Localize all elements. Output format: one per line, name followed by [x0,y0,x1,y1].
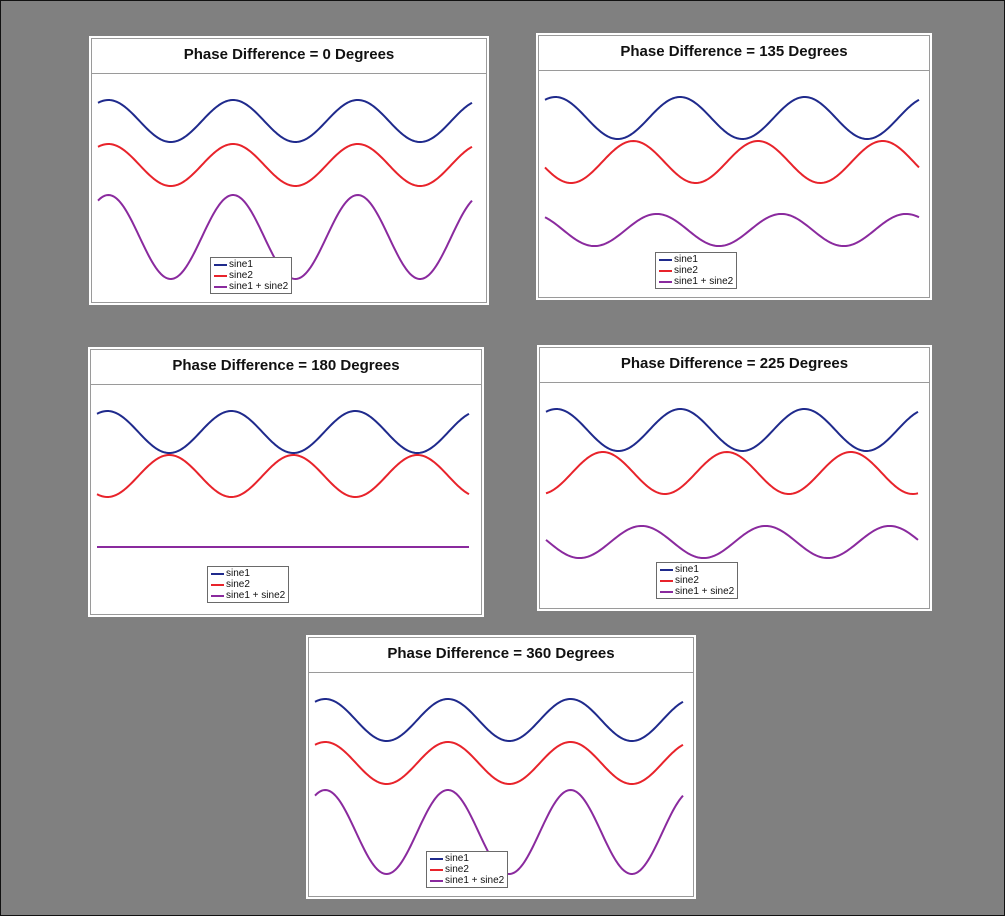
chart-panel-phase-225: Phase Difference = 225 Degrees sine1 sin… [539,347,930,609]
legend-swatch [660,568,673,571]
legend: sine1 sine2 sine1 + sine2 [655,252,738,289]
legend-entry-sine1: sine1 [211,568,285,579]
legend-swatch [430,879,443,882]
legend-entry-sine2: sine2 [660,575,734,586]
legend-entry-sum: sine1 + sine2 [660,586,734,597]
plot-area [545,408,919,560]
chart-panel-phase-360: Phase Difference = 360 Degrees sine1 sin… [308,637,694,897]
legend-label: sine1 [445,853,469,864]
legend-label: sine1 + sine2 [229,281,289,292]
legend-label: sine1 + sine2 [445,875,505,886]
chart-panel-phase-0: Phase Difference = 0 Degrees sine1 sine2… [91,38,487,303]
series-line-sine1 [97,99,473,143]
legend-swatch [214,274,227,277]
legend-label: sine1 + sine2 [226,590,286,601]
legend-entry-sine1: sine1 [660,564,734,575]
chart-title: Phase Difference = 225 Degrees [540,348,929,383]
series-line-sine2 [314,741,684,785]
plot-area [544,96,920,248]
legend-label: sine2 [674,265,698,276]
chart-title: Phase Difference = 180 Degrees [91,350,481,385]
series-line-sine1 [545,408,919,452]
legend-entry-sine1: sine1 [430,853,504,864]
chart-panel-phase-180: Phase Difference = 180 Degrees sine1 sin… [90,349,482,615]
legend-swatch [660,579,673,582]
series-line-sine2 [96,454,470,498]
chart-title: Phase Difference = 0 Degrees [92,39,486,74]
legend-entry-sum: sine1 + sine2 [211,590,285,601]
series-line-sine2 [97,143,473,187]
legend-entry-sine2: sine2 [430,864,504,875]
legend-label: sine1 + sine2 [674,276,734,287]
plot-area [96,410,470,548]
legend-label: sine2 [675,575,699,586]
legend: sine1 sine2 sine1 + sine2 [656,562,739,599]
legend: sine1 sine2 sine1 + sine2 [426,851,509,888]
series-line-sine1 [544,96,920,140]
legend-swatch [659,280,672,283]
legend-entry-sine2: sine2 [659,265,733,276]
legend-swatch [660,590,673,593]
series-line-sum [544,212,920,248]
legend-label: sine1 + sine2 [675,586,735,597]
series-line-sum [545,524,919,560]
legend-swatch [211,594,224,597]
legend-swatch [659,258,672,261]
legend-label: sine2 [445,864,469,875]
chart-title: Phase Difference = 135 Degrees [539,36,929,71]
legend-swatch [211,583,224,586]
legend-entry-sine1: sine1 [214,259,288,270]
legend: sine1 sine2 sine1 + sine2 [207,566,290,603]
legend-entry-sine2: sine2 [214,270,288,281]
legend-entry-sine2: sine2 [211,579,285,590]
series-line-sine1 [314,698,684,742]
legend-swatch [214,263,227,266]
legend-label: sine1 [229,259,253,270]
legend-swatch [659,269,672,272]
series-line-sine2 [545,451,919,495]
legend-label: sine2 [229,270,253,281]
legend-swatch [430,868,443,871]
legend-entry-sine1: sine1 [659,254,733,265]
legend-entry-sum: sine1 + sine2 [430,875,504,886]
legend-label: sine2 [226,579,250,590]
chart-title: Phase Difference = 360 Degrees [309,638,693,673]
series-line-sine1 [96,410,470,454]
legend-label: sine1 [674,254,698,265]
legend-entry-sum: sine1 + sine2 [214,281,288,292]
legend-entry-sum: sine1 + sine2 [659,276,733,287]
legend-swatch [211,572,224,575]
legend-swatch [214,285,227,288]
chart-panel-phase-135: Phase Difference = 135 Degrees sine1 sin… [538,35,930,298]
legend-swatch [430,857,443,860]
legend-label: sine1 [226,568,250,579]
legend-label: sine1 [675,564,699,575]
series-line-sine2 [544,140,920,184]
legend: sine1 sine2 sine1 + sine2 [210,257,293,294]
